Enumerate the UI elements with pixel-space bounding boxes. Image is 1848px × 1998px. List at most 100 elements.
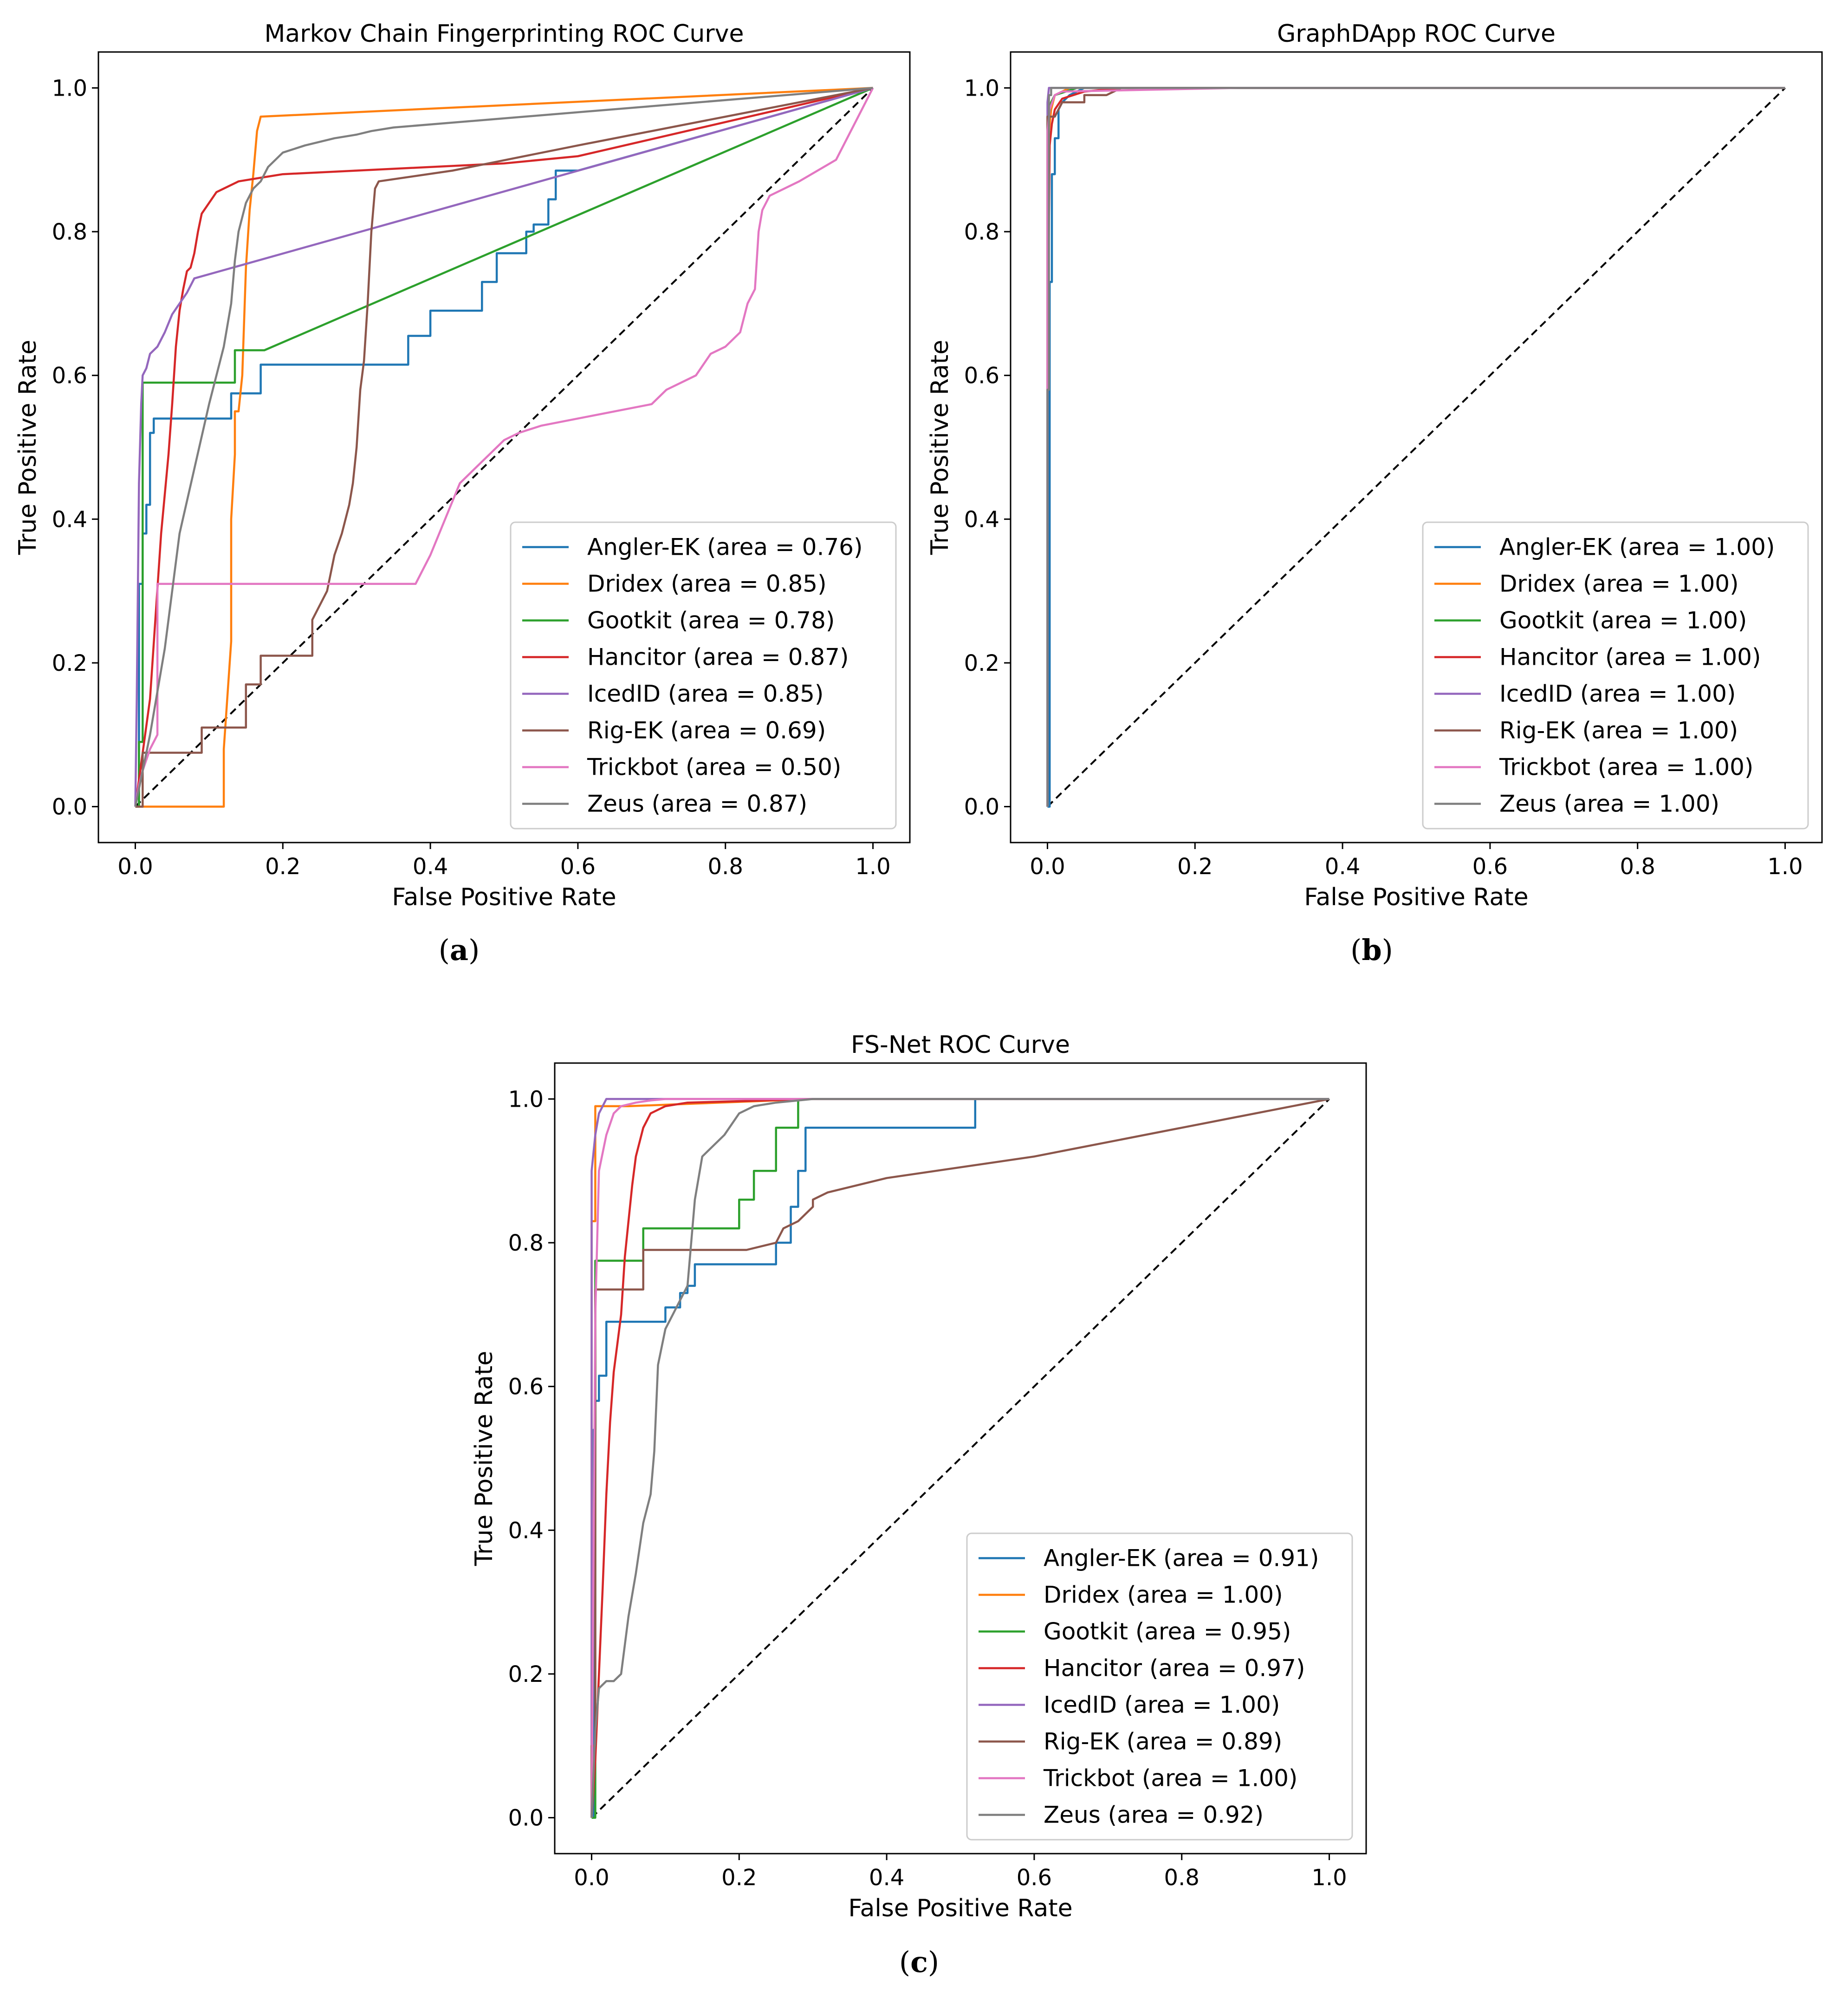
x-tick-label: 0.0 <box>117 854 153 880</box>
series-line-trickbot <box>590 1098 1329 1818</box>
series-line-trickbot <box>134 87 874 807</box>
y-tick-label: 0.0 <box>52 794 87 820</box>
plot-frame <box>1010 51 1823 843</box>
y-tick-label: 0.2 <box>508 1661 544 1687</box>
x-tick-label: 0.4 <box>1325 854 1360 880</box>
chart-a: Markov Chain Fingerprinting ROC Curve 0.0… <box>14 20 911 911</box>
y-tick-label: 0.6 <box>508 1374 544 1400</box>
y-tick-label: 0.0 <box>964 794 999 820</box>
x-tick-label: 0.2 <box>265 854 300 880</box>
legend-box <box>1422 521 1809 830</box>
legend-label: Dridex (area = 1.00) <box>1499 571 1739 597</box>
x-tick-label: 0.4 <box>413 854 448 880</box>
legend-label: IcedID (area = 0.85) <box>587 681 823 707</box>
x-axis-label: False Positive Rate <box>848 1894 1072 1922</box>
x-tick-label: 0.2 <box>1177 854 1213 880</box>
caption-b: (b) <box>1350 933 1393 967</box>
x-tick-label: 0.0 <box>1030 854 1065 880</box>
x-tick-label: 0.4 <box>869 1865 904 1891</box>
legend: Angler-EK (area = 0.91) Dridex (area = 1.… <box>966 1532 1353 1841</box>
series-line-hancitor <box>590 1098 1108 1818</box>
legend: Angler-EK (area = 0.76) Dridex (area = 0.… <box>510 521 897 830</box>
y-axis-label: True Positive Rate <box>14 340 42 555</box>
y-tick-label: 1.0 <box>508 1086 544 1112</box>
series-line-zeus <box>134 87 873 807</box>
legend-label: Angler-EK (area = 0.91) <box>1044 1545 1319 1572</box>
x-tick-label: 0.6 <box>560 854 596 880</box>
x-tick-label: 1.0 <box>1311 1865 1347 1891</box>
y-tick-label: 0.4 <box>964 506 999 532</box>
y-tick-label: 0.4 <box>52 506 87 532</box>
legend-label: IcedID (area = 1.00) <box>1499 681 1736 707</box>
series-line-angler-ek <box>591 1098 1329 1819</box>
legend-box <box>966 1532 1353 1841</box>
chart-b: GraphDApp ROC Curve 0.0 0.2 0.4 0.6 0.8 1.0 0.0… <box>926 20 1823 911</box>
legend-label: Rig-EK (area = 1.00) <box>1499 717 1738 744</box>
legend-label: Gootkit (area = 0.95) <box>1044 1618 1291 1645</box>
legend-label: Gootkit (area = 1.00) <box>1499 607 1747 634</box>
x-tick-label: 0.8 <box>1620 854 1655 880</box>
x-tick-label: 1.0 <box>1767 854 1803 880</box>
legend-label: Rig-EK (area = 0.69) <box>587 717 826 744</box>
caption-c: (c) <box>899 1945 940 1979</box>
y-axis-label: True Positive Rate <box>470 1351 498 1566</box>
legend-label: Dridex (area = 1.00) <box>1044 1582 1283 1609</box>
series-line-zeus <box>590 1098 1329 1818</box>
y-axis-label: True Positive Rate <box>926 340 954 555</box>
chart-title: GraphDApp ROC Curve <box>1277 20 1556 48</box>
x-tick-label: 0.8 <box>708 854 743 880</box>
plot-frame <box>554 1062 1367 1855</box>
y-tick-label: 1.0 <box>964 75 999 101</box>
y-tick-label: 0.8 <box>52 219 87 245</box>
series-line-hancitor <box>134 87 874 807</box>
legend-label: Hancitor (area = 0.97) <box>1044 1655 1305 1682</box>
legend-label: Gootkit (area = 0.78) <box>587 607 835 634</box>
chart-title: Markov Chain Fingerprinting ROC Curve <box>265 20 744 48</box>
series-line-icedid <box>134 87 874 807</box>
legend-label: Hancitor (area = 1.00) <box>1499 644 1761 671</box>
series-line-gootkit <box>591 1098 1329 1819</box>
chance-diagonal-line <box>591 1098 1330 1819</box>
x-tick-label: 0.6 <box>1017 1865 1052 1891</box>
chart-c: FS-Net ROC Curve 0.0 0.2 0.4 0.6 0.8 1.0 0.0 0.2… <box>470 1031 1367 1922</box>
series-line-dridex <box>135 87 873 808</box>
y-tick-label: 0.6 <box>52 363 87 389</box>
x-axis-label: False Positive Rate <box>392 883 616 911</box>
x-tick-label: 1.0 <box>855 854 890 880</box>
legend-label: Trickbot (area = 1.00) <box>1499 754 1753 781</box>
plot-frame <box>97 51 911 843</box>
legend-label: Hancitor (area = 0.87) <box>587 644 849 671</box>
y-tick-label: 0.8 <box>508 1230 544 1256</box>
legend-label: Angler-EK (area = 0.76) <box>587 534 862 561</box>
x-tick-label: 0.6 <box>1472 854 1508 880</box>
series-line-zeus <box>1046 87 1785 807</box>
chance-diagonal-line <box>1047 87 1786 808</box>
legend-label: Zeus (area = 0.92) <box>1044 1802 1264 1829</box>
y-tick-label: 0.2 <box>52 650 87 676</box>
legend-label: Trickbot (area = 1.00) <box>1043 1765 1297 1792</box>
legend-label: Dridex (area = 0.85) <box>587 571 827 597</box>
legend-label: Rig-EK (area = 0.89) <box>1044 1728 1282 1755</box>
legend: Angler-EK (area = 1.00) Dridex (area = 1.… <box>1422 521 1809 830</box>
chance-diagonal-line <box>135 87 874 808</box>
x-tick-label: 0.8 <box>1164 1865 1200 1891</box>
series-line-rig-ek <box>135 87 873 808</box>
series-line-angler-ek <box>135 87 874 808</box>
legend-label: Angler-EK (area = 1.00) <box>1499 534 1775 561</box>
y-tick-label: 1.0 <box>52 75 87 101</box>
legend-label: Zeus (area = 1.00) <box>1499 791 1719 817</box>
y-tick-label: 0.0 <box>508 1805 544 1831</box>
y-tick-label: 0.2 <box>964 650 999 676</box>
chart-title: FS-Net ROC Curve <box>851 1031 1070 1059</box>
legend-box <box>510 521 897 830</box>
y-tick-label: 0.8 <box>964 219 999 245</box>
y-tick-label: 0.6 <box>964 363 999 389</box>
series-line-icedid <box>590 1098 1329 1818</box>
x-axis-label: False Positive Rate <box>1304 883 1528 911</box>
legend-label: IcedID (area = 1.00) <box>1044 1692 1280 1719</box>
legend-label: Trickbot (area = 0.50) <box>587 754 841 781</box>
caption-a: (a) <box>438 933 480 967</box>
x-tick-label: 0.2 <box>721 1865 757 1891</box>
y-tick-label: 0.4 <box>508 1518 544 1544</box>
